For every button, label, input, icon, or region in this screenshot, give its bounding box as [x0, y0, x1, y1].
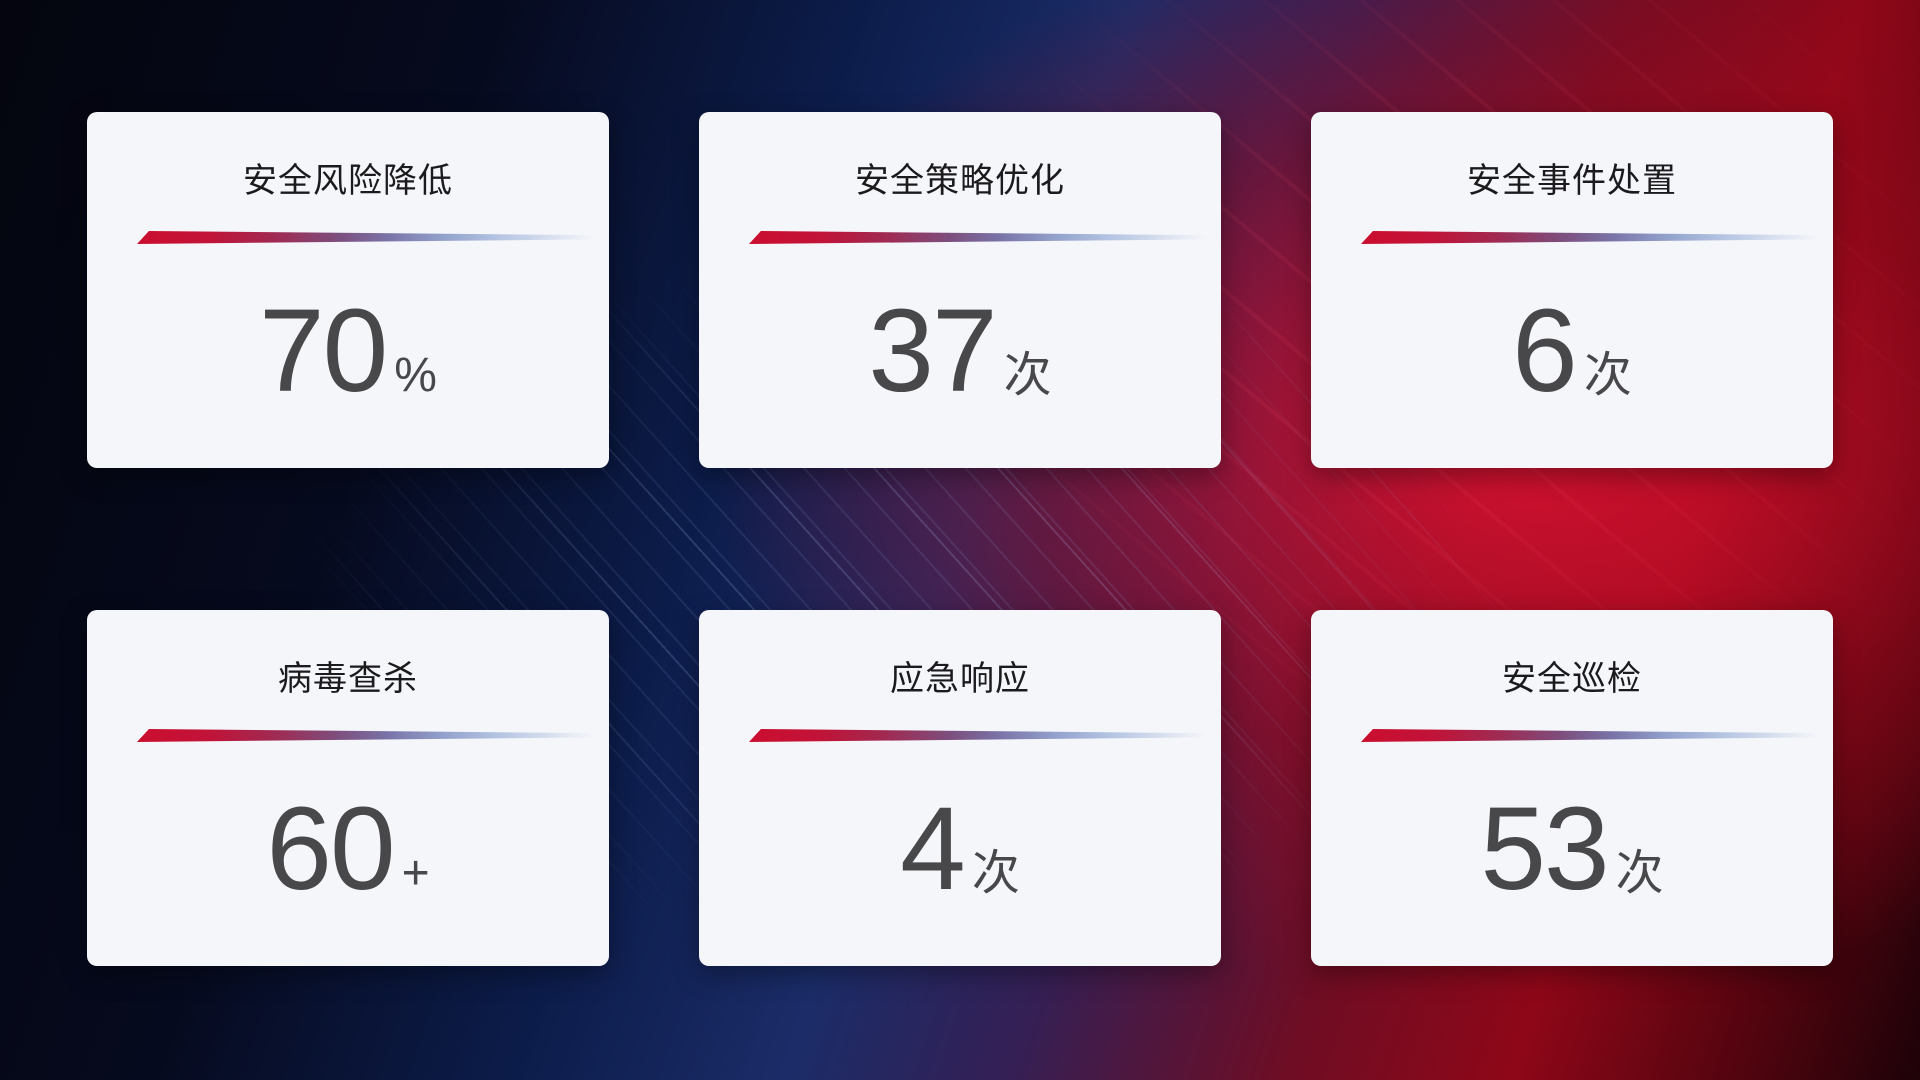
stat-title: 病毒查杀 [278, 660, 418, 698]
stat-card-incident-handling: 安全事件处置 6 次 [1311, 112, 1833, 468]
stat-value: 4 次 [900, 790, 1020, 908]
stat-unit: 次 [1003, 349, 1052, 402]
stat-value-area: 37 次 [699, 244, 1221, 468]
stat-unit: 次 [971, 847, 1020, 900]
stat-title: 应急响应 [890, 660, 1030, 698]
stat-value-area: 70 % [87, 244, 609, 468]
stat-value-area: 6 次 [1311, 244, 1833, 468]
accent-gradient-line [137, 729, 595, 742]
stat-value: 70 % [259, 292, 437, 410]
stat-number: 53 [1480, 783, 1609, 915]
stat-title: 安全事件处置 [1467, 162, 1677, 200]
stat-value-area: 60 + [87, 742, 609, 966]
stat-card-grid: 安全风险降低 70 % 安全策略优化 37 次 安全事件处置 [87, 112, 1833, 966]
stat-card-policy-optimization: 安全策略优化 37 次 [699, 112, 1221, 468]
stat-title: 安全巡检 [1502, 660, 1642, 698]
accent-gradient-line [1361, 231, 1819, 244]
accent-gradient-line [749, 231, 1207, 244]
accent-gradient-line [749, 729, 1207, 742]
stat-value: 6 次 [1512, 292, 1632, 410]
stat-number: 60 [266, 783, 395, 915]
accent-gradient-line [137, 231, 595, 244]
accent-gradient-line [1361, 729, 1819, 742]
stat-unit: 次 [1583, 349, 1632, 402]
stat-card-virus-scan: 病毒查杀 60 + [87, 610, 609, 966]
stat-unit: + [401, 847, 430, 900]
stat-number: 70 [259, 285, 388, 417]
stat-card-security-inspection: 安全巡检 53 次 [1311, 610, 1833, 966]
stat-number: 6 [1512, 285, 1578, 417]
stat-card-risk-reduction: 安全风险降低 70 % [87, 112, 609, 468]
stat-number: 4 [900, 783, 966, 915]
stat-unit: 次 [1615, 847, 1664, 900]
stat-title: 安全策略优化 [855, 162, 1065, 200]
stat-number: 37 [868, 285, 997, 417]
stat-card-emergency-response: 应急响应 4 次 [699, 610, 1221, 966]
stat-value-area: 53 次 [1311, 742, 1833, 966]
stat-value: 37 次 [868, 292, 1051, 410]
stat-value: 53 次 [1480, 790, 1663, 908]
stat-value-area: 4 次 [699, 742, 1221, 966]
stat-unit: % [394, 349, 437, 402]
stat-title: 安全风险降低 [243, 162, 453, 200]
stat-value: 60 + [266, 790, 429, 908]
